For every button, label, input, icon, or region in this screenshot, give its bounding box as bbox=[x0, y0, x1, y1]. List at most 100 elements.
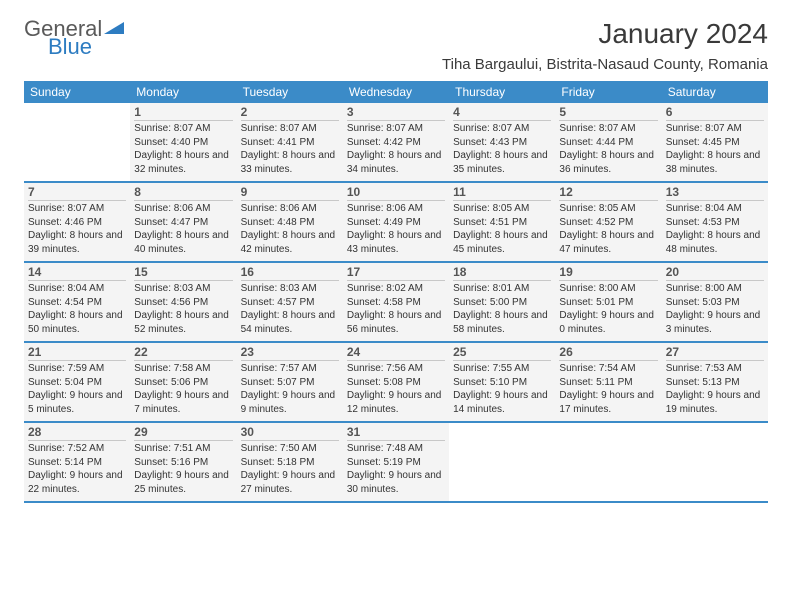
sunset-line: Sunset: 5:06 PM bbox=[134, 376, 232, 390]
day-number: 10 bbox=[347, 185, 445, 201]
day-number: 11 bbox=[453, 185, 551, 201]
day-number: 29 bbox=[134, 425, 232, 441]
day-number: 23 bbox=[241, 345, 339, 361]
sunrise-line: Sunrise: 8:03 AM bbox=[134, 282, 232, 296]
sunset-line: Sunset: 4:46 PM bbox=[28, 216, 126, 230]
day-cell-1: 1Sunrise: 8:07 AMSunset: 4:40 PMDaylight… bbox=[130, 103, 236, 181]
sunrise-line: Sunrise: 7:55 AM bbox=[453, 362, 551, 376]
daylight-line: Daylight: 8 hours and 47 minutes. bbox=[559, 229, 657, 256]
sunrise-line: Sunrise: 7:58 AM bbox=[134, 362, 232, 376]
day-header-monday: Monday bbox=[130, 81, 236, 103]
day-cell-14: 14Sunrise: 8:04 AMSunset: 4:54 PMDayligh… bbox=[24, 263, 130, 341]
title-block: January 2024 Tiha Bargaului, Bistrita-Na… bbox=[442, 18, 768, 73]
daylight-line: Daylight: 8 hours and 40 minutes. bbox=[134, 229, 232, 256]
day-number: 6 bbox=[666, 105, 764, 121]
week-row: 1Sunrise: 8:07 AMSunset: 4:40 PMDaylight… bbox=[24, 103, 768, 183]
day-number: 26 bbox=[559, 345, 657, 361]
sunrise-line: Sunrise: 8:05 AM bbox=[453, 202, 551, 216]
sunrise-line: Sunrise: 8:00 AM bbox=[666, 282, 764, 296]
day-number: 13 bbox=[666, 185, 764, 201]
day-cell-9: 9Sunrise: 8:06 AMSunset: 4:48 PMDaylight… bbox=[237, 183, 343, 261]
day-cell-15: 15Sunrise: 8:03 AMSunset: 4:56 PMDayligh… bbox=[130, 263, 236, 341]
sunset-line: Sunset: 4:47 PM bbox=[134, 216, 232, 230]
day-number: 5 bbox=[559, 105, 657, 121]
day-number: 3 bbox=[347, 105, 445, 121]
sunrise-line: Sunrise: 8:05 AM bbox=[559, 202, 657, 216]
sunset-line: Sunset: 5:19 PM bbox=[347, 456, 445, 470]
daylight-line: Daylight: 8 hours and 36 minutes. bbox=[559, 149, 657, 176]
logo-word-blue: Blue bbox=[48, 36, 124, 58]
day-number: 28 bbox=[28, 425, 126, 441]
day-cell-31: 31Sunrise: 7:48 AMSunset: 5:19 PMDayligh… bbox=[343, 423, 449, 501]
sunrise-line: Sunrise: 7:50 AM bbox=[241, 442, 339, 456]
day-cell-empty bbox=[662, 423, 768, 501]
sunrise-line: Sunrise: 8:07 AM bbox=[666, 122, 764, 136]
sunrise-line: Sunrise: 8:07 AM bbox=[241, 122, 339, 136]
sunset-line: Sunset: 4:57 PM bbox=[241, 296, 339, 310]
daylight-line: Daylight: 9 hours and 19 minutes. bbox=[666, 389, 764, 416]
daylight-line: Daylight: 8 hours and 50 minutes. bbox=[28, 309, 126, 336]
daylight-line: Daylight: 8 hours and 33 minutes. bbox=[241, 149, 339, 176]
sunrise-line: Sunrise: 8:06 AM bbox=[241, 202, 339, 216]
daylight-line: Daylight: 9 hours and 3 minutes. bbox=[666, 309, 764, 336]
sunrise-line: Sunrise: 8:07 AM bbox=[559, 122, 657, 136]
day-cell-7: 7Sunrise: 8:07 AMSunset: 4:46 PMDaylight… bbox=[24, 183, 130, 261]
day-cell-10: 10Sunrise: 8:06 AMSunset: 4:49 PMDayligh… bbox=[343, 183, 449, 261]
week-row: 7Sunrise: 8:07 AMSunset: 4:46 PMDaylight… bbox=[24, 183, 768, 263]
day-number: 16 bbox=[241, 265, 339, 281]
daylight-line: Daylight: 9 hours and 9 minutes. bbox=[241, 389, 339, 416]
sunset-line: Sunset: 5:03 PM bbox=[666, 296, 764, 310]
day-number: 19 bbox=[559, 265, 657, 281]
day-cell-empty bbox=[449, 423, 555, 501]
sunset-line: Sunset: 4:58 PM bbox=[347, 296, 445, 310]
sunrise-line: Sunrise: 8:07 AM bbox=[28, 202, 126, 216]
day-cell-4: 4Sunrise: 8:07 AMSunset: 4:43 PMDaylight… bbox=[449, 103, 555, 181]
daylight-line: Daylight: 9 hours and 14 minutes. bbox=[453, 389, 551, 416]
week-row: 21Sunrise: 7:59 AMSunset: 5:04 PMDayligh… bbox=[24, 343, 768, 423]
sunrise-line: Sunrise: 8:07 AM bbox=[134, 122, 232, 136]
daylight-line: Daylight: 8 hours and 56 minutes. bbox=[347, 309, 445, 336]
day-header-tuesday: Tuesday bbox=[237, 81, 343, 103]
day-number: 22 bbox=[134, 345, 232, 361]
sunset-line: Sunset: 5:10 PM bbox=[453, 376, 551, 390]
sunset-line: Sunset: 4:56 PM bbox=[134, 296, 232, 310]
sunrise-line: Sunrise: 7:51 AM bbox=[134, 442, 232, 456]
day-header-sunday: Sunday bbox=[24, 81, 130, 103]
sunrise-line: Sunrise: 8:03 AM bbox=[241, 282, 339, 296]
calendar-weeks: 1Sunrise: 8:07 AMSunset: 4:40 PMDaylight… bbox=[24, 103, 768, 503]
day-number: 18 bbox=[453, 265, 551, 281]
sunrise-line: Sunrise: 7:56 AM bbox=[347, 362, 445, 376]
logo-sail-icon bbox=[104, 22, 124, 34]
daylight-line: Daylight: 8 hours and 32 minutes. bbox=[134, 149, 232, 176]
day-cell-23: 23Sunrise: 7:57 AMSunset: 5:07 PMDayligh… bbox=[237, 343, 343, 421]
location-text: Tiha Bargaului, Bistrita-Nasaud County, … bbox=[442, 56, 768, 73]
day-cell-30: 30Sunrise: 7:50 AMSunset: 5:18 PMDayligh… bbox=[237, 423, 343, 501]
sunset-line: Sunset: 4:49 PM bbox=[347, 216, 445, 230]
day-cell-29: 29Sunrise: 7:51 AMSunset: 5:16 PMDayligh… bbox=[130, 423, 236, 501]
sunset-line: Sunset: 5:08 PM bbox=[347, 376, 445, 390]
sunrise-line: Sunrise: 7:52 AM bbox=[28, 442, 126, 456]
day-number: 24 bbox=[347, 345, 445, 361]
sunrise-line: Sunrise: 8:07 AM bbox=[453, 122, 551, 136]
daylight-line: Daylight: 8 hours and 43 minutes. bbox=[347, 229, 445, 256]
day-header-thursday: Thursday bbox=[449, 81, 555, 103]
sunset-line: Sunset: 4:42 PM bbox=[347, 136, 445, 150]
daylight-line: Daylight: 8 hours and 58 minutes. bbox=[453, 309, 551, 336]
sunset-line: Sunset: 4:52 PM bbox=[559, 216, 657, 230]
daylight-line: Daylight: 8 hours and 34 minutes. bbox=[347, 149, 445, 176]
header: General Blue January 2024 Tiha Bargaului… bbox=[24, 18, 768, 73]
day-cell-24: 24Sunrise: 7:56 AMSunset: 5:08 PMDayligh… bbox=[343, 343, 449, 421]
day-cell-empty bbox=[555, 423, 661, 501]
sunrise-line: Sunrise: 8:07 AM bbox=[347, 122, 445, 136]
daylight-line: Daylight: 8 hours and 42 minutes. bbox=[241, 229, 339, 256]
daylight-line: Daylight: 8 hours and 52 minutes. bbox=[134, 309, 232, 336]
day-cell-17: 17Sunrise: 8:02 AMSunset: 4:58 PMDayligh… bbox=[343, 263, 449, 341]
week-row: 28Sunrise: 7:52 AMSunset: 5:14 PMDayligh… bbox=[24, 423, 768, 503]
sunrise-line: Sunrise: 8:04 AM bbox=[666, 202, 764, 216]
daylight-line: Daylight: 8 hours and 45 minutes. bbox=[453, 229, 551, 256]
day-cell-13: 13Sunrise: 8:04 AMSunset: 4:53 PMDayligh… bbox=[662, 183, 768, 261]
day-number: 9 bbox=[241, 185, 339, 201]
sunset-line: Sunset: 5:18 PM bbox=[241, 456, 339, 470]
sunset-line: Sunset: 5:07 PM bbox=[241, 376, 339, 390]
sunrise-line: Sunrise: 7:59 AM bbox=[28, 362, 126, 376]
